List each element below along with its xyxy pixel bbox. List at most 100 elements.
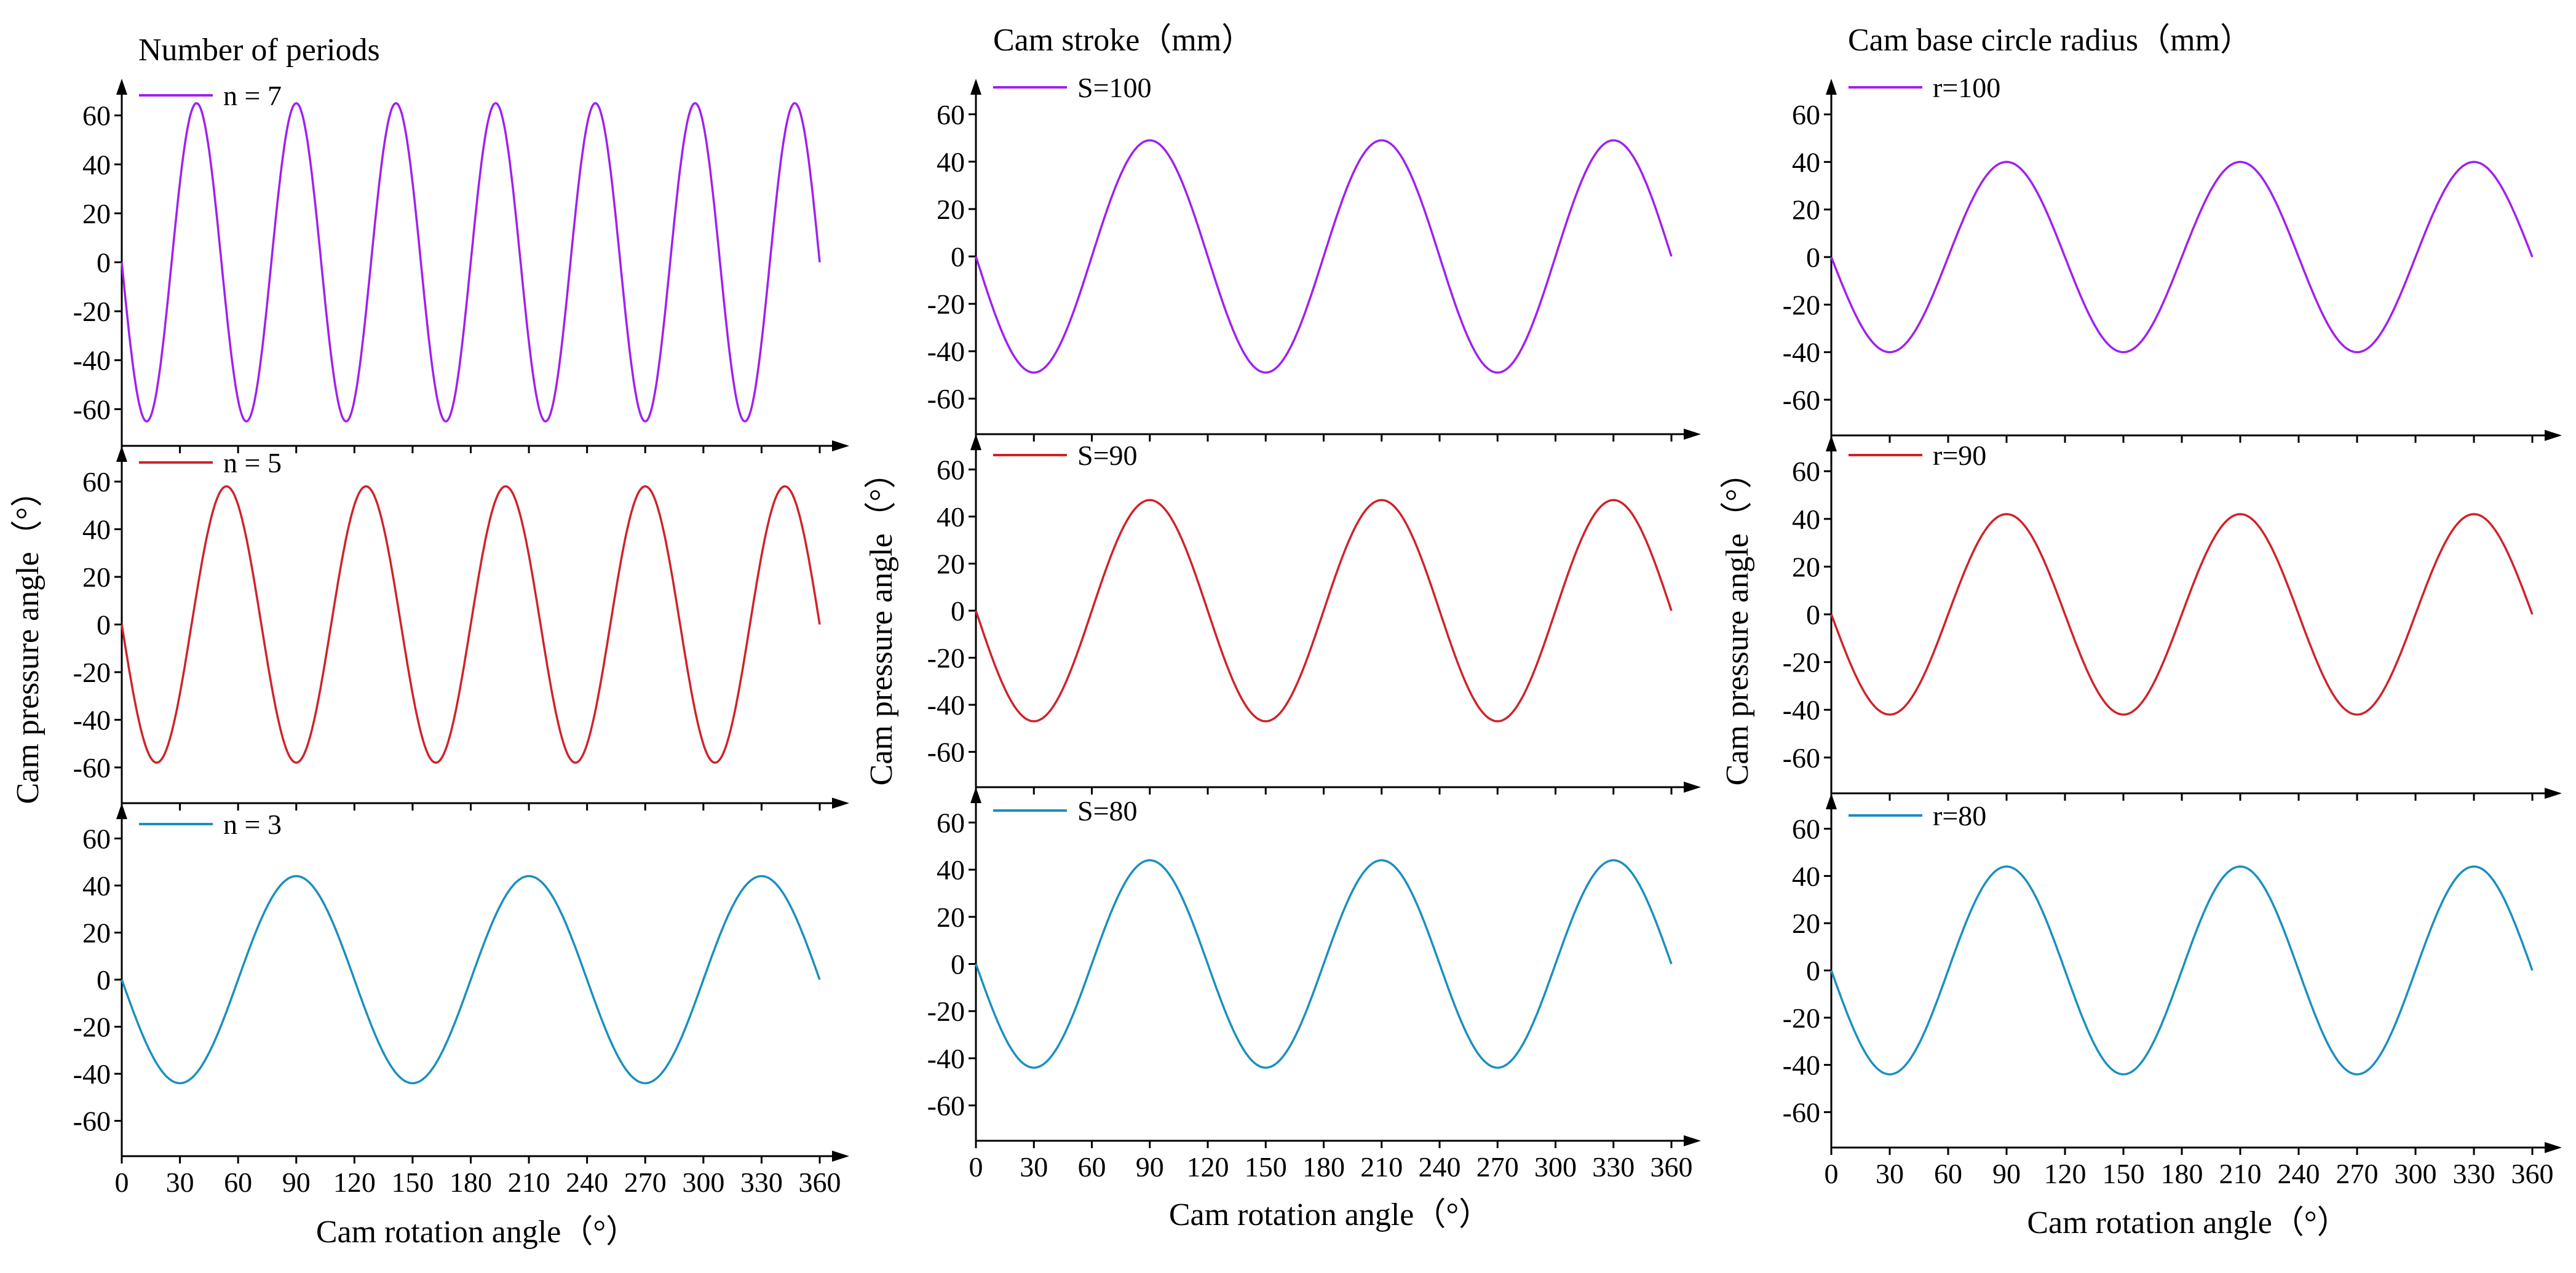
- y-tick-label: -20: [927, 996, 965, 1027]
- y-tick-label: 40: [82, 514, 111, 545]
- x-tick-label: 300: [1534, 1151, 1577, 1183]
- series-line-r-100: [1830, 161, 2534, 354]
- y-tick-label: -60: [1783, 742, 1820, 774]
- legend-label: n = 3: [223, 809, 282, 840]
- y-axis-arrow-3-1: [1826, 79, 1837, 95]
- y-tick-label: 40: [937, 854, 965, 886]
- legend-label: S=90: [1077, 440, 1138, 471]
- y-tick-label: 20: [937, 548, 965, 579]
- y-tick-label: -20: [927, 288, 965, 320]
- x-tick-label: 210: [508, 1167, 550, 1198]
- x-tick-label: 270: [624, 1167, 667, 1198]
- y-tick-label: -20: [1783, 289, 1820, 320]
- y-tick-label: 0: [1806, 955, 1820, 986]
- x-tick-label: 90: [1136, 1151, 1164, 1183]
- y-tick-label: 40: [937, 146, 965, 178]
- y-tick-label: -60: [73, 394, 111, 425]
- x-axis-arrow-1-3: [832, 1151, 849, 1162]
- y-tick-label: -40: [73, 345, 111, 376]
- x-tick-label: 360: [799, 1167, 841, 1198]
- y-tick-label: -20: [73, 657, 111, 688]
- x-tick-label: 180: [1302, 1151, 1345, 1183]
- x-tick-label: 360: [2511, 1158, 2554, 1189]
- y-tick-label: -20: [73, 1012, 111, 1043]
- x-axis-arrow-2-3: [1684, 1135, 1701, 1146]
- x-tick-label: 180: [450, 1167, 492, 1198]
- y-tick-label: 0: [951, 949, 965, 980]
- x-tick-label: 60: [1078, 1151, 1106, 1183]
- y-tick-label: -60: [1783, 1097, 1820, 1128]
- series-line-n-5: [121, 485, 821, 764]
- x-tick-label: 300: [682, 1167, 724, 1198]
- x-tick-label: 240: [1419, 1151, 1461, 1183]
- y-tick-label: 20: [937, 194, 965, 225]
- y-tick-label: -40: [73, 1058, 111, 1090]
- y-tick-label: 40: [82, 870, 111, 902]
- x-tick-label: 120: [333, 1167, 376, 1198]
- x-tick-label: 330: [740, 1167, 783, 1198]
- x-tick-label: 30: [166, 1167, 194, 1198]
- x-tick-label: 240: [2278, 1158, 2320, 1189]
- y-tick-label: 40: [82, 149, 111, 180]
- x-axis-arrow-3-1: [2545, 430, 2562, 441]
- x-axis-arrow-3-3: [2545, 1142, 2562, 1153]
- x-axis-title-1: Cam rotation angle（°）: [316, 1215, 638, 1250]
- y-tick-label: -40: [1783, 694, 1820, 726]
- y-tick-label: 0: [97, 247, 111, 279]
- y-tick-label: 0: [97, 609, 111, 641]
- x-tick-label: 120: [2044, 1158, 2087, 1189]
- legend-label: S=80: [1077, 795, 1138, 827]
- y-tick-label: -20: [927, 643, 965, 674]
- y-tick-label: -60: [73, 1106, 111, 1137]
- legend-label: r=80: [1933, 800, 1986, 831]
- x-tick-label: 120: [1187, 1151, 1229, 1183]
- x-tick-label: 60: [224, 1167, 252, 1198]
- y-tick-label: 0: [951, 595, 965, 627]
- y-tick-label: 60: [937, 807, 965, 839]
- y-tick-label: 60: [937, 99, 965, 130]
- y-tick-label: 0: [1806, 242, 1820, 273]
- x-tick-label: 0: [969, 1151, 983, 1183]
- y-tick-label: -20: [1783, 1002, 1820, 1034]
- y-axis-arrow-2-1: [970, 79, 981, 95]
- y-tick-label: -40: [927, 1043, 965, 1074]
- y-tick-label: 20: [1792, 194, 1820, 226]
- y-axis-title-2: Cam pressure angle（°）: [864, 457, 899, 786]
- y-axis-title-3: Cam pressure angle（°）: [1720, 457, 1755, 786]
- x-tick-label: 270: [1476, 1151, 1519, 1183]
- x-tick-label: 150: [1245, 1151, 1287, 1183]
- y-axis-arrow-1-3: [116, 803, 127, 819]
- y-axis-arrow-3-3: [1826, 793, 1837, 809]
- series-line-S-100: [975, 139, 1673, 374]
- chart-title-3: Cam base circle radius（mm）: [1848, 23, 2252, 58]
- y-tick-label: -40: [927, 336, 965, 367]
- y-tick-label: -60: [927, 383, 965, 414]
- legend-label: n = 7: [223, 80, 282, 111]
- x-axis-arrow-3-2: [2545, 788, 2562, 799]
- y-tick-label: -60: [73, 752, 111, 783]
- x-tick-label: 30: [1020, 1151, 1048, 1183]
- y-tick-label: 20: [82, 917, 111, 948]
- y-tick-label: 60: [82, 466, 111, 498]
- x-tick-label: 330: [1592, 1151, 1635, 1183]
- y-axis-arrow-2-3: [970, 787, 981, 803]
- series-line-S-80: [975, 859, 1673, 1069]
- y-axis-arrow-3-2: [1826, 435, 1837, 451]
- series-line-r-80: [1830, 865, 2534, 1076]
- x-tick-label: 210: [1360, 1151, 1403, 1183]
- y-tick-label: 0: [951, 241, 965, 272]
- chart-title-2: Cam stroke（mm）: [993, 23, 1253, 58]
- y-tick-label: -40: [73, 704, 111, 736]
- y-tick-label: 40: [1792, 146, 1820, 178]
- x-tick-label: 30: [1876, 1158, 1904, 1189]
- y-tick-label: 60: [1792, 814, 1820, 845]
- legend-label: r=100: [1933, 72, 2000, 103]
- x-axis-title-3: Cam rotation angle（°）: [2027, 1205, 2348, 1240]
- y-tick-label: 60: [82, 100, 111, 132]
- legend-label: S=100: [1077, 72, 1152, 103]
- y-tick-label: -20: [73, 296, 111, 327]
- y-tick-label: 20: [1792, 551, 1820, 582]
- y-axis-arrow-2-2: [970, 434, 981, 450]
- series-line-S-90: [975, 499, 1673, 723]
